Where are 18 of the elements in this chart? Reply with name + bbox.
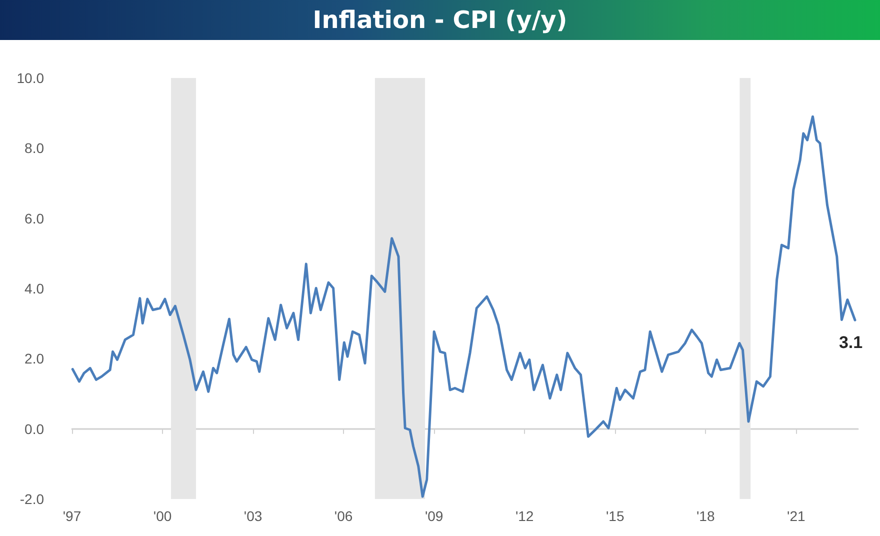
y-tick-label: 2.0 xyxy=(24,350,44,367)
y-tick-label: 6.0 xyxy=(24,210,44,226)
chart-title: Inflation - CPI (y/y) xyxy=(0,0,880,40)
x-tick-label: '15 xyxy=(606,508,624,524)
annotation: 3.1 xyxy=(838,333,863,352)
x-tick-label: '18 xyxy=(696,508,715,524)
y-tick-label: -2.0 xyxy=(20,491,44,507)
x-tick-label: '09 xyxy=(424,508,444,524)
x-tick-label: '00 xyxy=(153,508,172,524)
y-tick-label: 4.0 xyxy=(24,280,44,296)
y-tick-label: 0.0 xyxy=(24,420,44,437)
x-tick-label: '12 xyxy=(515,508,534,524)
x-tick-label: '21 xyxy=(787,508,806,524)
x-tick-label: '03 xyxy=(244,508,262,524)
x-tick-label: '97 xyxy=(62,508,82,524)
x-tick-label: '06 xyxy=(334,508,353,524)
y-tick-label: 8.0 xyxy=(24,140,44,156)
y-tick-label: 10.0 xyxy=(16,70,44,86)
